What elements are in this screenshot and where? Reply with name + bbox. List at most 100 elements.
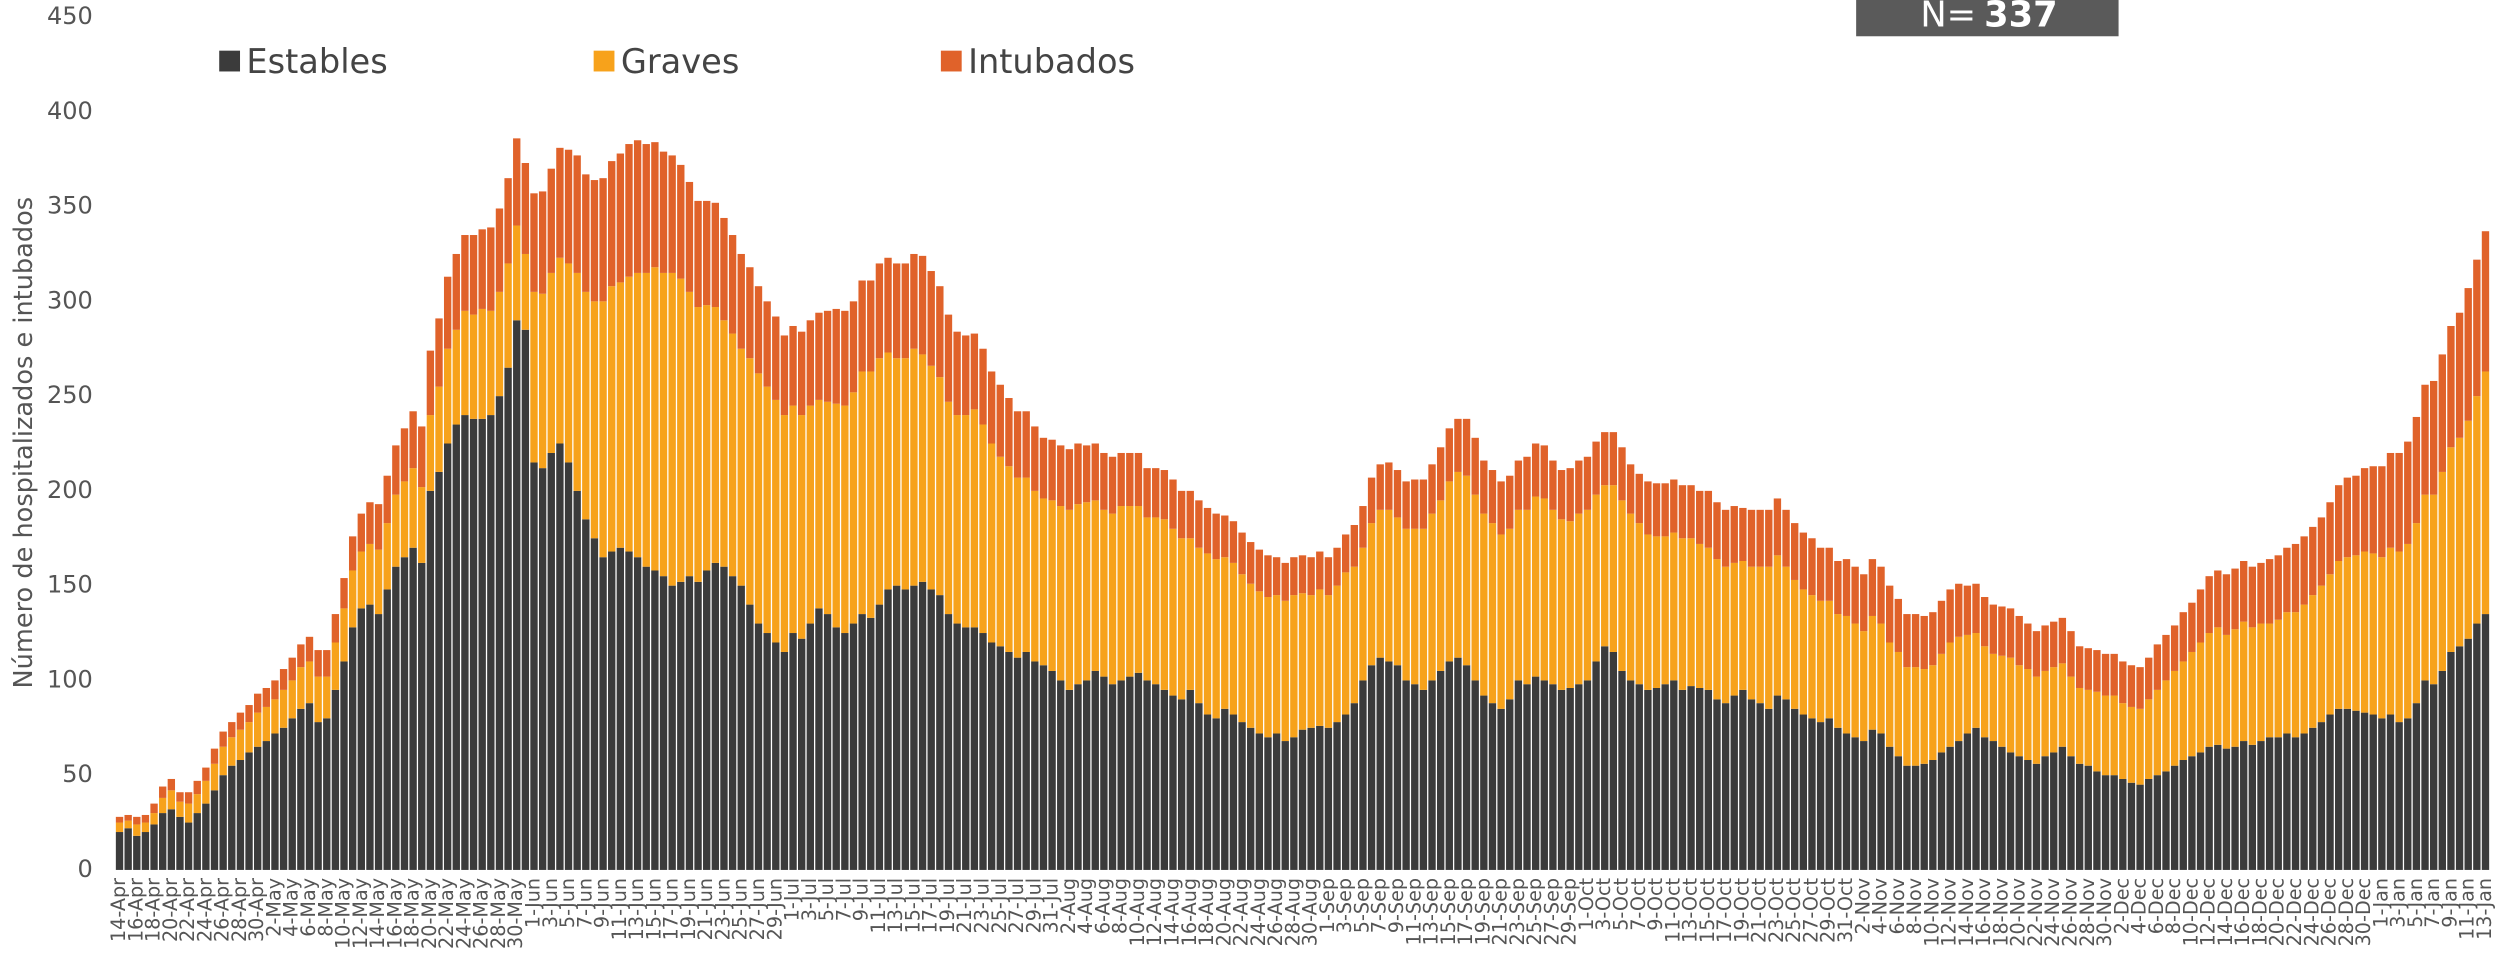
x-tick-label: 4-May bbox=[280, 878, 303, 937]
bar-segment bbox=[1540, 680, 1548, 870]
x-tick-label: 19-Oct bbox=[1730, 877, 1753, 943]
bar-segment bbox=[1229, 714, 1238, 870]
bar-segment bbox=[1825, 718, 1833, 870]
bar-segment bbox=[2162, 634, 2170, 681]
bar-segment bbox=[1212, 559, 1220, 719]
bar-segment bbox=[1497, 481, 1505, 535]
bar-segment bbox=[677, 278, 685, 582]
bar-segment bbox=[1057, 445, 1065, 507]
bar-segment bbox=[1868, 615, 1877, 730]
bar-segment bbox=[1782, 566, 1790, 700]
bar-segment bbox=[564, 462, 573, 870]
bar-segment bbox=[167, 778, 176, 791]
x-tick-label: 11-Jul bbox=[867, 878, 890, 934]
bar-segment bbox=[141, 814, 150, 823]
bar-segment bbox=[1583, 509, 1592, 681]
x-tick-label: 17-Jun bbox=[660, 878, 683, 940]
bar-segment bbox=[789, 405, 797, 634]
bar-segment bbox=[1272, 595, 1281, 734]
bar-segment bbox=[1687, 686, 1695, 870]
bar-segment bbox=[728, 333, 737, 577]
x-tick-label: 27-Oct bbox=[1799, 877, 1822, 943]
bar-segment bbox=[798, 415, 806, 639]
bar-segment bbox=[711, 307, 720, 563]
bar-segment bbox=[1601, 432, 1609, 486]
bar-segment bbox=[763, 386, 771, 634]
bar-segment bbox=[2378, 466, 2386, 558]
bar-segment bbox=[1316, 725, 1324, 870]
x-tick-label: 19-Jun bbox=[677, 878, 700, 940]
bar-segment bbox=[305, 703, 314, 870]
bar-segment bbox=[1013, 657, 1022, 870]
bar-segment bbox=[2136, 708, 2144, 785]
bar-segment bbox=[608, 551, 616, 870]
bar-segment bbox=[1998, 746, 2006, 870]
bar-segment bbox=[2274, 737, 2282, 870]
bar-segment bbox=[2464, 288, 2472, 421]
bar-segment bbox=[1065, 509, 1074, 690]
bar-segment bbox=[1894, 756, 1902, 870]
bar-segment bbox=[737, 348, 745, 586]
bar-segment bbox=[1048, 500, 1056, 671]
bar-segment bbox=[849, 392, 858, 624]
bar-segment bbox=[867, 617, 875, 870]
bar-segment bbox=[254, 746, 262, 870]
bar-segment bbox=[443, 276, 452, 349]
bar-segment bbox=[1860, 741, 1868, 870]
bar-segment bbox=[987, 642, 996, 870]
x-tick-label: 29-Jun bbox=[763, 878, 786, 940]
bar-segment bbox=[1730, 562, 1738, 696]
bar-segment bbox=[159, 786, 167, 798]
bar-segment bbox=[228, 737, 236, 766]
bar-segment bbox=[1177, 490, 1186, 539]
bar-segment bbox=[2481, 371, 2490, 615]
bar-segment bbox=[2032, 631, 2041, 677]
bar-segment bbox=[2136, 667, 2144, 709]
bar-segment bbox=[1808, 718, 1816, 870]
bar-segment bbox=[1333, 722, 1341, 870]
bar-segment bbox=[262, 706, 270, 742]
bar-segment bbox=[1696, 543, 1704, 688]
x-tick-label: 7-Oct bbox=[1627, 877, 1650, 930]
bar-segment bbox=[504, 178, 512, 264]
bar-segment bbox=[1989, 604, 1997, 654]
x-tick-label: 30-Apr bbox=[245, 878, 268, 942]
x-tick-label: 16-Aug bbox=[1178, 878, 1201, 946]
bar-segment bbox=[1307, 727, 1315, 870]
bar-segment bbox=[409, 547, 417, 870]
bar-segment bbox=[1436, 670, 1445, 870]
bar-segment bbox=[1704, 547, 1713, 690]
bar-segment bbox=[1713, 699, 1721, 870]
bar-segment bbox=[1730, 695, 1738, 870]
bar-segment bbox=[590, 180, 599, 302]
bar-segment bbox=[426, 490, 435, 870]
bar-segment bbox=[1428, 513, 1436, 681]
bar-segment bbox=[1462, 475, 1471, 666]
legend-swatch bbox=[219, 50, 241, 72]
bar-segment bbox=[556, 257, 564, 444]
bar-segment bbox=[2283, 547, 2291, 613]
bar-segment bbox=[2257, 741, 2265, 870]
bar-segment bbox=[400, 428, 409, 482]
x-tick-label: 25-Jun bbox=[729, 878, 752, 940]
bar-segment bbox=[2015, 615, 2023, 666]
bar-segment bbox=[1911, 667, 1920, 766]
bar-segment bbox=[711, 202, 720, 308]
bar-segment bbox=[728, 576, 737, 870]
x-tick-label: 23-Jun bbox=[711, 878, 734, 940]
x-tick-label: 11-Sep bbox=[1402, 878, 1425, 946]
bar-segment bbox=[1592, 441, 1600, 495]
bar-segment bbox=[2412, 703, 2421, 870]
bar-segment bbox=[383, 523, 391, 590]
bar-segment bbox=[677, 164, 685, 279]
bar-segment bbox=[443, 443, 452, 870]
bar-segment bbox=[1791, 523, 1799, 580]
x-tick-label: 8-Nov bbox=[1903, 878, 1926, 935]
bar-segment bbox=[1635, 523, 1643, 685]
bar-segment bbox=[1281, 741, 1289, 870]
bar-segment bbox=[987, 443, 996, 643]
x-tick-label: 9-Oct bbox=[1644, 877, 1667, 930]
bar-segment bbox=[1091, 443, 1099, 501]
bar-segment bbox=[616, 282, 625, 548]
bar-segment bbox=[1419, 479, 1428, 529]
